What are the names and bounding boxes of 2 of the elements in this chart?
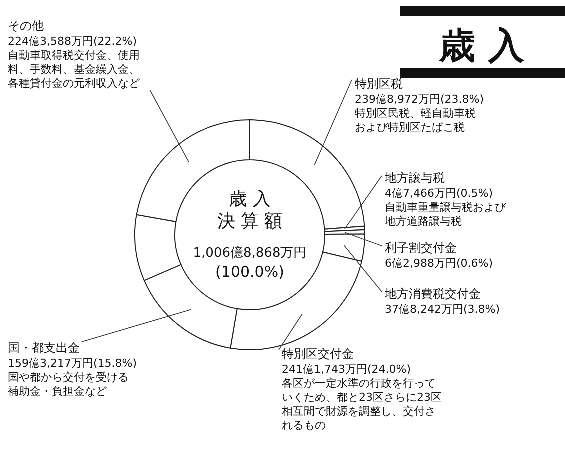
center-text: 歳 入 決 算 額 1,006億8,868万円 (100.0%) [193,189,307,281]
chart-title: 歳 入 [438,26,526,67]
